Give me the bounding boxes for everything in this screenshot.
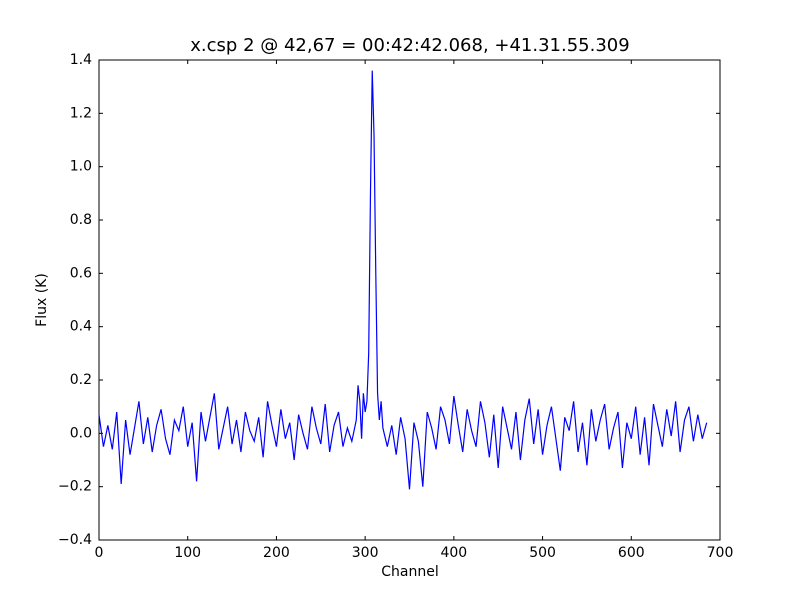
y-tick-label: 1.2 bbox=[70, 105, 92, 121]
y-tick-label: 0.4 bbox=[70, 319, 92, 335]
data-line bbox=[98, 70, 708, 490]
plot-frame bbox=[98, 59, 721, 541]
x-tick-label: 200 bbox=[263, 545, 290, 561]
y-axis-label: Flux (K) bbox=[34, 273, 50, 327]
y-tick-label: 0.8 bbox=[70, 212, 92, 228]
y-tick-label: 0.2 bbox=[70, 372, 92, 388]
y-tick-label: 1.4 bbox=[70, 52, 92, 68]
x-tick-label: 700 bbox=[707, 545, 734, 561]
x-axis-label: Channel bbox=[381, 564, 438, 580]
y-tick-label: 0.0 bbox=[70, 425, 92, 441]
x-tick-label: 100 bbox=[174, 545, 201, 561]
y-tick-label: 0.6 bbox=[70, 265, 92, 281]
x-tick-label: 600 bbox=[618, 545, 645, 561]
x-tick-label: 400 bbox=[440, 545, 467, 561]
chart-title: x.csp 2 @ 42,67 = 00:42:42.068, +41.31.5… bbox=[190, 35, 629, 56]
x-tick-label: 300 bbox=[352, 545, 379, 561]
x-tick-label: 500 bbox=[529, 545, 556, 561]
y-tick-label: −0.4 bbox=[58, 532, 92, 548]
y-tick-label: −0.2 bbox=[58, 479, 92, 495]
y-tick-label: 1.0 bbox=[70, 159, 92, 175]
x-tick-label: 0 bbox=[95, 545, 104, 561]
